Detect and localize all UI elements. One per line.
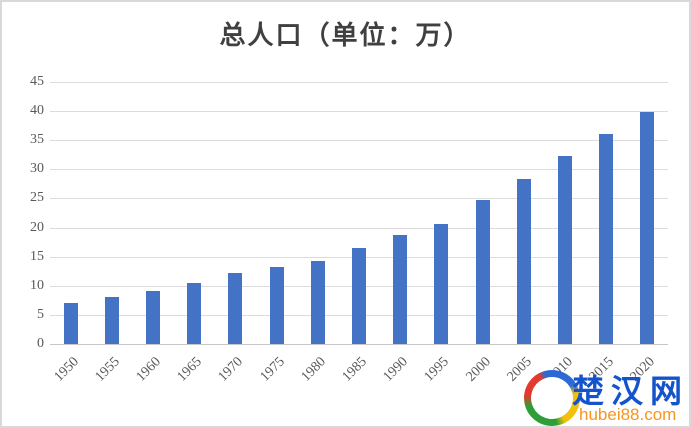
x-tick-label: 1990 [380,354,412,385]
x-tick-label: 1965 [174,354,206,385]
y-tick-label: 10 [30,277,44,293]
gridline [50,198,668,200]
x-tick-label: 1980 [298,354,329,385]
site-logo: 楚汉网 hubei88.com [517,363,690,426]
gridline [50,111,668,113]
chart-title: 总人口（单位：万） [219,21,472,50]
bar [104,297,119,344]
globe-swirl-icon [517,363,587,426]
x-tick-label: 1975 [257,354,288,385]
x-tick-label: 1995 [421,354,453,385]
bar [599,134,614,344]
x-tick-label: 1955 [92,354,123,385]
bar [310,260,325,344]
bar [475,199,490,344]
gridline [50,169,668,171]
bar [269,266,284,344]
bar [516,178,531,344]
bar [352,247,366,344]
x-axis-line [50,344,668,345]
x-tick-label: 1960 [133,354,164,385]
gridline [50,82,668,83]
x-tick-label: 1970 [215,354,247,385]
y-tick-label: 35 [30,132,44,148]
x-tick-label: 2000 [463,354,494,385]
y-tick-label: 5 [37,306,44,322]
bar [228,272,243,344]
bar [434,224,449,344]
y-tick-label: 30 [30,161,44,177]
gridline [50,227,668,229]
y-tick-label: 20 [30,219,44,235]
bar [558,155,572,344]
y-tick-label: 45 [30,74,44,89]
site-name: 楚汉网 [572,373,690,409]
gridline [50,140,668,142]
y-tick-label: 40 [30,103,44,119]
x-tick-label: 1950 [51,354,82,385]
bar [187,282,202,344]
x-tick-label: 1985 [339,354,370,385]
globe-icon [537,382,572,417]
y-tick-label: 25 [30,190,44,206]
bar [146,291,160,344]
y-tick-label: 15 [30,248,44,264]
bar [393,234,408,344]
bar [640,112,655,344]
y-tick-label: 0 [37,336,44,351]
bar [63,303,78,344]
site-url: hubei88.com [579,405,677,424]
